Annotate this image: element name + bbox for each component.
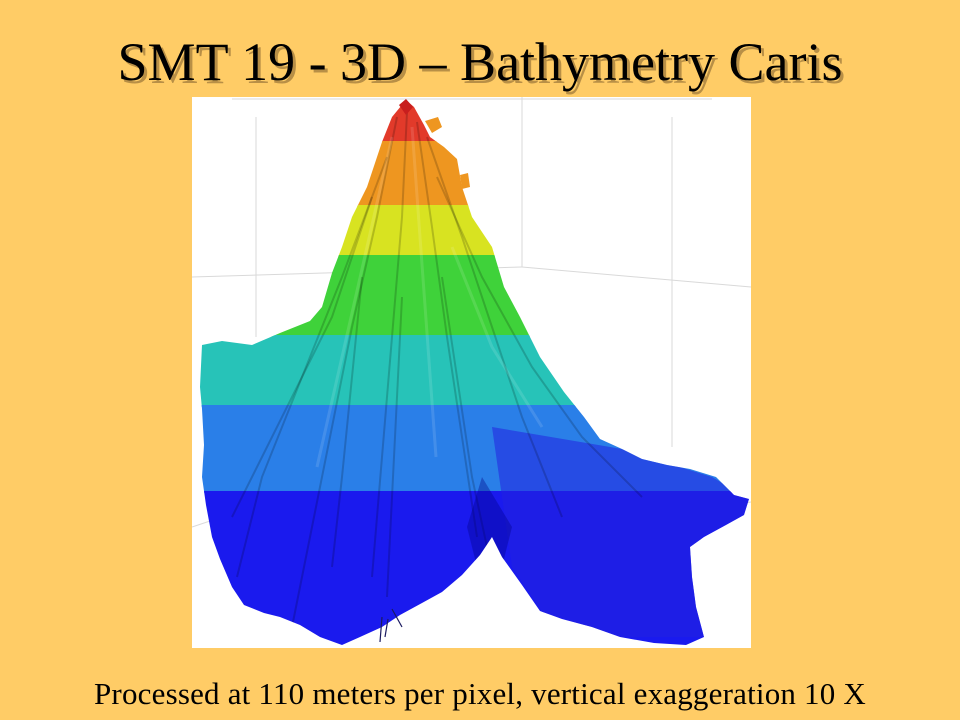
seamount-surface: [200, 100, 749, 645]
ship-track-lines: [379, 608, 403, 643]
slide-caption: Processed at 110 meters per pixel, verti…: [93, 676, 866, 711]
slide-title: SMT 19 - 3D – Bathymetry Caris: [117, 32, 843, 92]
surface-fragment: [460, 173, 470, 189]
peak-cap: [399, 99, 413, 115]
bathymetry-figure: [192, 97, 751, 648]
surface-fragment: [425, 117, 442, 133]
